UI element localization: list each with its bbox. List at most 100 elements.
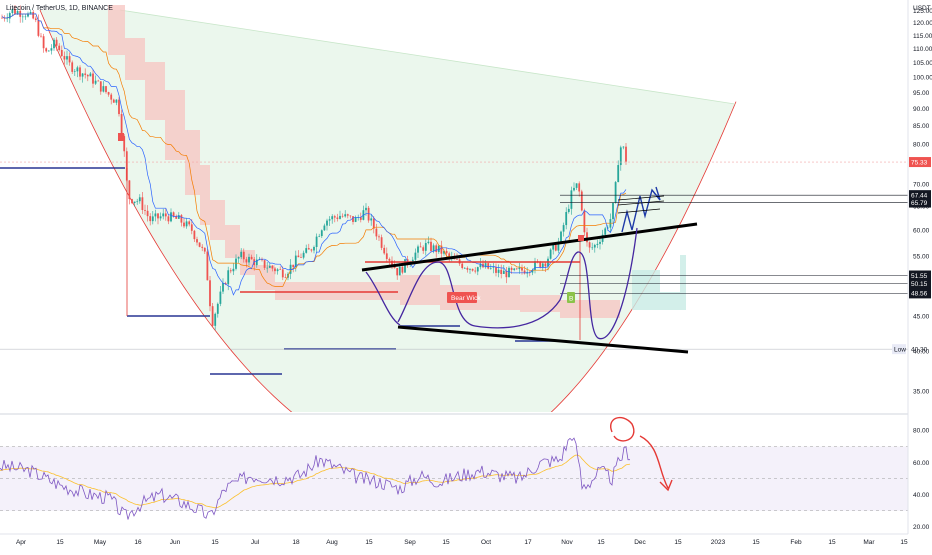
candle-body: [232, 268, 235, 272]
candle-body: [16, 10, 19, 14]
candle-body: [177, 215, 180, 219]
candle: [92, 69, 94, 88]
candle-body: [346, 214, 349, 216]
candle-body: [146, 210, 149, 217]
candle-body: [367, 207, 370, 221]
tenkan-line: [1, 13, 627, 296]
candle-body: [591, 247, 594, 249]
rsi-band: [0, 446, 908, 511]
candle-body: [157, 213, 159, 219]
candle: [614, 181, 617, 204]
candle-body: [567, 208, 570, 212]
candle-body: [419, 246, 422, 248]
candle-body: [315, 236, 318, 247]
candle: [55, 37, 58, 51]
candle-body: [479, 263, 482, 268]
candle: [183, 218, 185, 229]
candle-body: [471, 268, 474, 271]
candle-body: [198, 242, 201, 247]
candle: [531, 268, 534, 276]
candle-body: [435, 245, 438, 253]
candle-body: [284, 277, 287, 278]
candle: [463, 266, 466, 269]
candle-body: [164, 213, 167, 217]
candle: [266, 261, 269, 273]
candle: [331, 214, 334, 224]
time-tick-label: Oct: [481, 539, 491, 546]
candle-body: [211, 306, 214, 326]
candle-body: [201, 246, 204, 248]
candle: [344, 210, 347, 218]
candle: [591, 242, 594, 251]
candle-body: [237, 257, 240, 259]
candle: [209, 275, 211, 312]
price-tick-label: 110.00: [913, 46, 932, 53]
candle-body: [578, 183, 581, 192]
price-tick-label: 70.00: [913, 181, 930, 188]
time-tick-label: 15: [674, 539, 682, 546]
candle: [146, 205, 149, 222]
candle-body: [193, 230, 196, 240]
price-label-text: 51.55: [911, 273, 928, 280]
candle-body: [261, 259, 263, 261]
candle: [419, 242, 422, 248]
candle: [274, 267, 276, 275]
candle: [32, 10, 35, 20]
candle-body: [339, 215, 341, 219]
pattern-curve: [397, 227, 638, 340]
candle-body: [549, 249, 552, 259]
candle: [193, 229, 196, 243]
candle-body: [300, 257, 302, 258]
candle: [297, 250, 300, 258]
candle-body: [562, 225, 565, 232]
candle-body: [73, 71, 76, 72]
channel-line: [617, 200, 665, 206]
candle-body: [37, 20, 40, 36]
candle: [118, 96, 120, 117]
candle-body: [505, 270, 508, 278]
candle: [307, 243, 310, 250]
candle-body: [60, 49, 63, 57]
candle: [315, 233, 318, 253]
candle: [42, 33, 45, 53]
candle-body: [297, 255, 300, 258]
candle-body: [508, 267, 510, 278]
candle-body: [81, 73, 84, 77]
candle: [237, 256, 240, 263]
candle-body: [469, 268, 471, 270]
candle-body: [554, 244, 557, 251]
candle: [617, 160, 620, 183]
kijun-line: [1, 13, 627, 287]
time-tick-label: 15: [752, 539, 760, 546]
candle-body: [500, 269, 503, 274]
candle-body: [110, 94, 113, 100]
price-label-text: 75.33: [911, 159, 928, 166]
candle: [619, 145, 622, 171]
time-tick-label: Jul: [251, 539, 260, 546]
candle: [63, 51, 66, 65]
candle: [14, 5, 16, 15]
price-tick-label: 115.00: [913, 33, 932, 40]
candle-body: [292, 264, 295, 268]
candle: [107, 91, 110, 97]
annotation-box: [447, 292, 477, 303]
candle: [375, 223, 378, 240]
candle-body: [320, 230, 323, 237]
candle: [34, 16, 37, 23]
candle: [380, 234, 383, 251]
channel-line: [617, 195, 665, 201]
candle-body: [487, 263, 490, 269]
candle: [222, 278, 224, 295]
candle-body: [588, 242, 591, 248]
candle-body: [245, 259, 248, 263]
candle: [333, 214, 336, 223]
candle-body: [125, 151, 128, 181]
candle-body: [138, 197, 141, 202]
candle: [341, 213, 344, 218]
candle-body: [456, 259, 458, 260]
candle: [549, 248, 552, 260]
candle: [159, 212, 162, 221]
candle: [89, 71, 92, 77]
candle: [185, 217, 188, 229]
